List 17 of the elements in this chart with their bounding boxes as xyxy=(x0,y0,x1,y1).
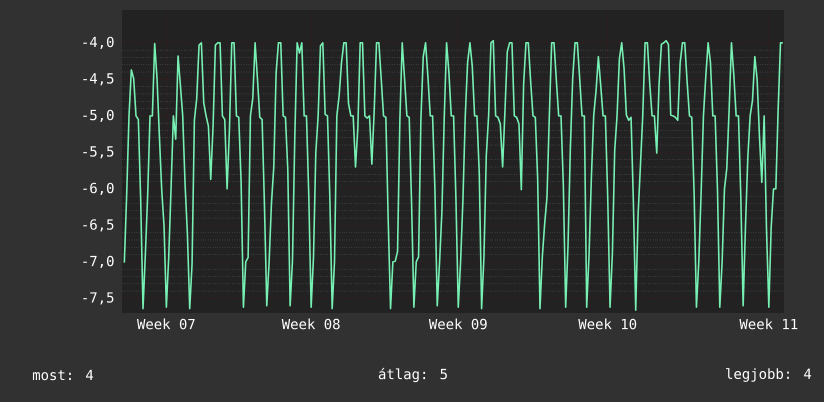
y-tick-label: -6,0 xyxy=(83,182,114,196)
x-tick-label: Week 10 xyxy=(578,318,636,330)
y-tick-label: -5,0 xyxy=(83,110,114,122)
text: most: 4 xyxy=(32,370,94,380)
text: átlag: 5 xyxy=(378,368,447,382)
x-tick-label: Week 09 xyxy=(428,318,487,330)
x-tick-label: Week 11 xyxy=(739,318,798,330)
y-tick-label: -7,0 xyxy=(83,256,114,268)
x-tick-label: Week 08 xyxy=(282,318,340,330)
y-tick-label: -4,5 xyxy=(83,73,114,86)
y-tick-label: -7,5 xyxy=(83,292,114,304)
text: legjobb: 4 xyxy=(726,368,812,382)
x-tick-label: Week 07 xyxy=(136,318,195,330)
y-tick-label: -6,5 xyxy=(83,219,114,232)
y-tick-label: -4,0 xyxy=(83,36,114,49)
line-series xyxy=(124,40,784,311)
y-tick-label: -5,5 xyxy=(83,146,114,158)
